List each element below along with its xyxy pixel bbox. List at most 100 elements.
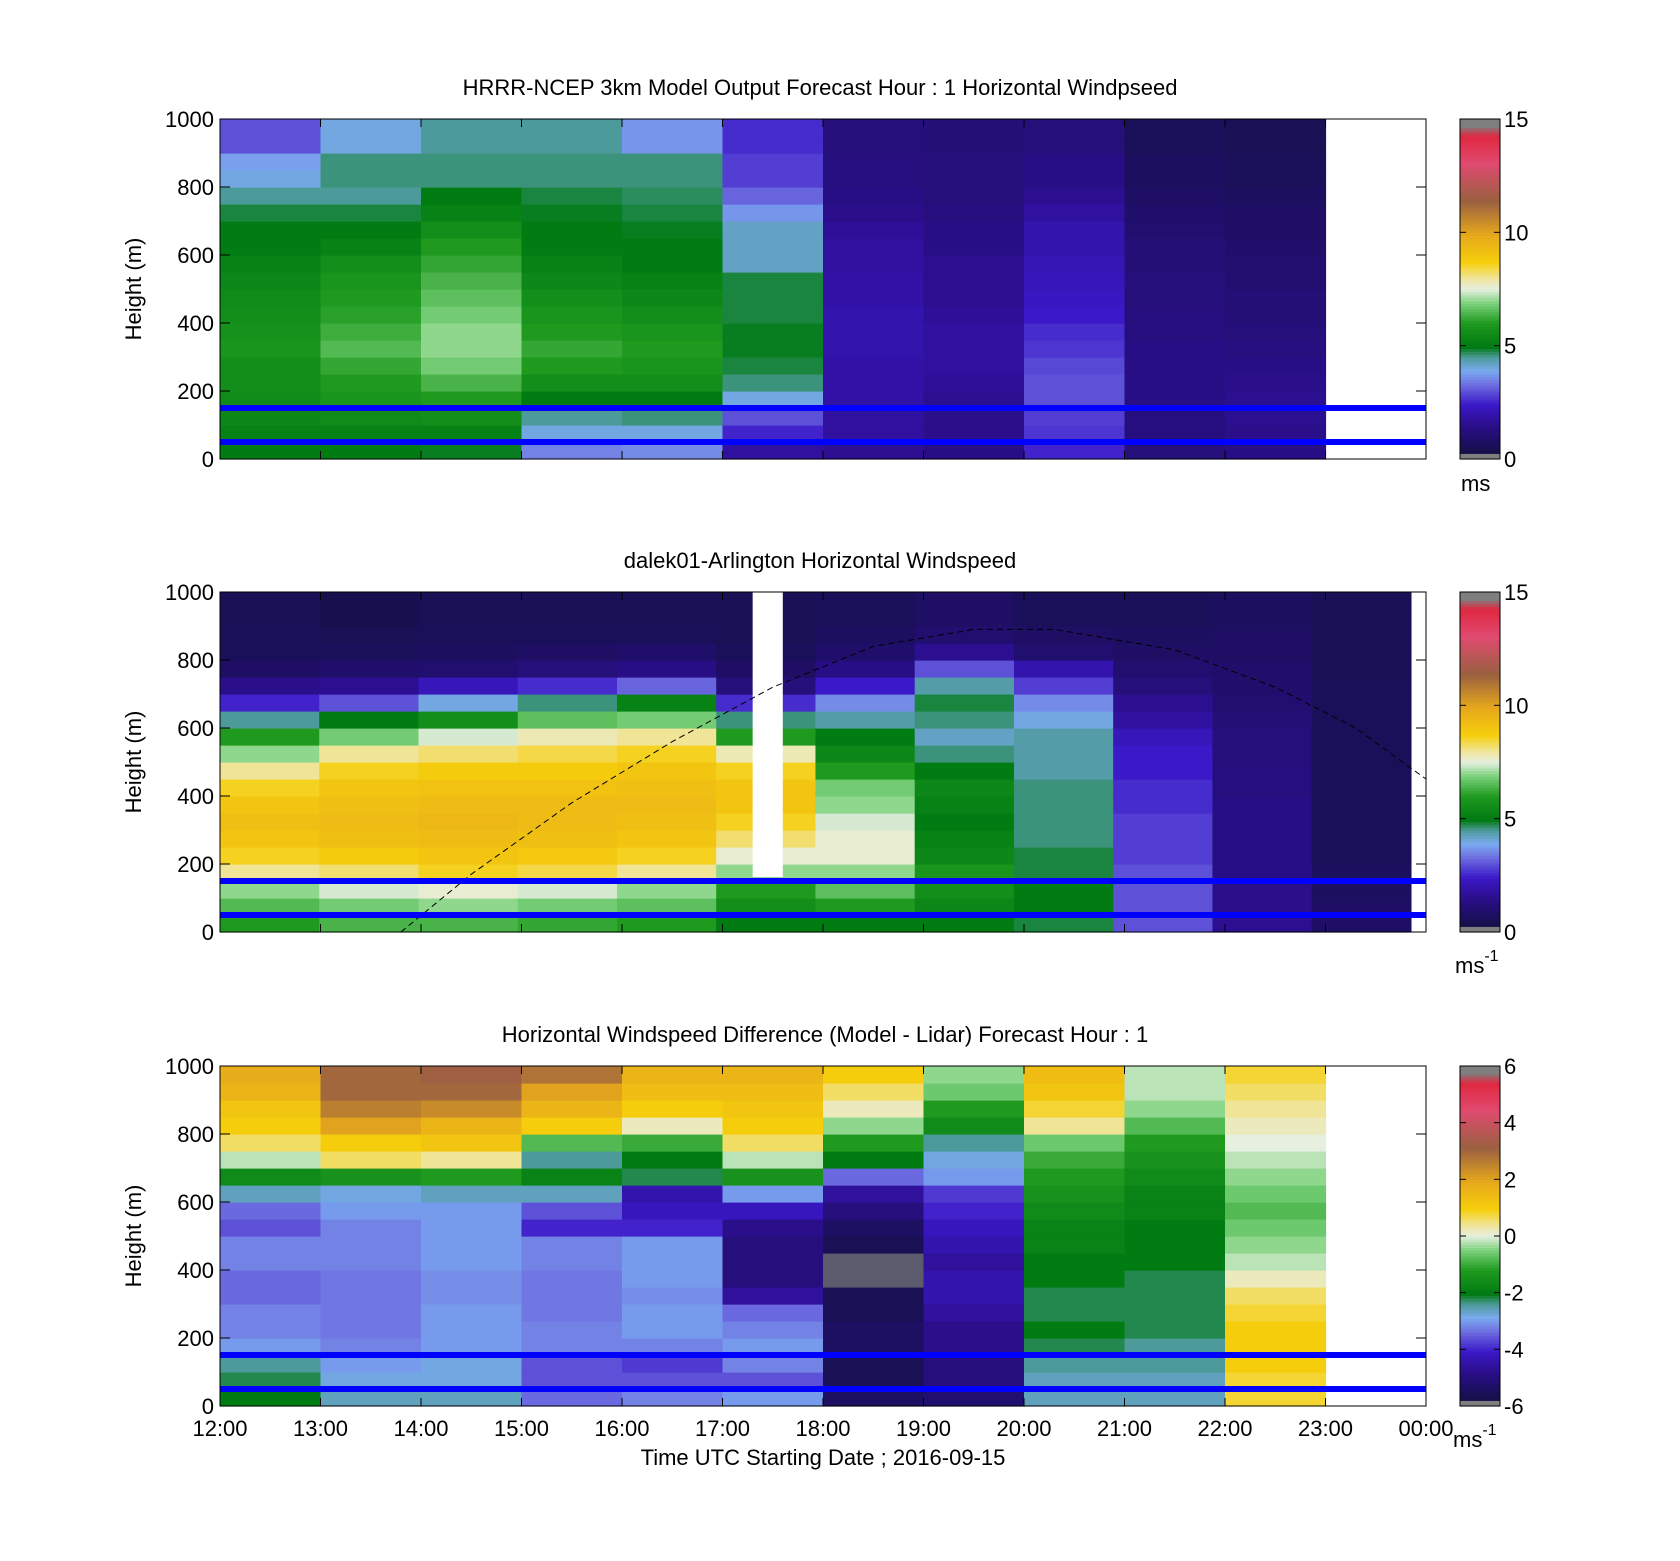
heatmap-cell — [320, 1202, 422, 1220]
colorbar-segment — [1460, 648, 1500, 653]
heatmap-cell — [319, 711, 420, 729]
heatmap-cell — [421, 1083, 523, 1101]
heatmap-cell — [521, 323, 623, 341]
heatmap-cell — [923, 1389, 1025, 1407]
heatmap-cell — [220, 1372, 322, 1390]
heatmap-cell — [1124, 1287, 1226, 1305]
heatmap-cell — [320, 1287, 422, 1305]
heatmap-cell — [1113, 609, 1214, 627]
heatmap-cell — [722, 340, 824, 358]
colorbar-segment — [1460, 1128, 1500, 1132]
colorbar-segment — [1460, 866, 1500, 871]
heatmap-cell — [418, 643, 519, 661]
heatmap-cell — [823, 1219, 925, 1237]
heatmap-cell — [1225, 1372, 1327, 1390]
colorbar-segment — [1460, 144, 1500, 148]
colorbar-segment — [1460, 201, 1500, 205]
heatmap-cell — [421, 1202, 523, 1220]
heatmap-cell — [823, 187, 925, 205]
heatmap-cell — [823, 1372, 925, 1390]
colorbar-segment — [1460, 272, 1500, 276]
colorbar-tick-label: -6 — [1504, 1394, 1524, 1419]
colorbar-segment — [1460, 872, 1500, 876]
time-tick-label: 22:00 — [1197, 1416, 1252, 1441]
colorbar-segment — [1460, 1102, 1500, 1107]
heatmap-cell — [320, 221, 422, 239]
heatmap-cell — [722, 1321, 824, 1339]
heatmap-cell — [914, 694, 1015, 712]
heatmap-cell — [1225, 1355, 1327, 1373]
heatmap-cell — [923, 374, 1025, 392]
heatmap-cell — [220, 1202, 322, 1220]
heatmap-cell — [220, 728, 320, 746]
heatmap-cell — [1124, 136, 1226, 154]
colorbar-segment — [1460, 1391, 1500, 1396]
heatmap-cell — [320, 391, 422, 409]
colorbar-segment — [1460, 1219, 1500, 1223]
colorbar-segment — [1460, 1298, 1500, 1302]
colorbar-segment — [1460, 592, 1500, 596]
heatmap-cell — [914, 643, 1015, 661]
panel-difference-x-ticks — [219, 1066, 1427, 1406]
panel-model-reference-lines — [220, 405, 1426, 445]
heatmap-cell — [1124, 1236, 1226, 1254]
heatmap-cell — [1013, 626, 1114, 644]
heatmap-cell — [421, 221, 523, 239]
heatmap-cell — [1113, 677, 1214, 695]
heatmap-cell — [722, 272, 824, 290]
colorbar-segment — [1460, 306, 1500, 310]
colorbar-segment — [1460, 830, 1500, 834]
colorbar-segment — [1460, 229, 1500, 233]
colorbar-segment — [1460, 257, 1500, 262]
heatmap-cell — [722, 1202, 824, 1220]
heatmap-cell — [914, 813, 1015, 831]
heatmap-cell — [914, 762, 1015, 780]
colorbar-segment — [1460, 779, 1500, 783]
time-tick-label: 19:00 — [896, 1416, 951, 1441]
heatmap-cell — [418, 762, 519, 780]
colorbar-segment — [1460, 368, 1500, 372]
heatmap-cell — [716, 898, 817, 916]
colorbar-segment — [1460, 1323, 1500, 1328]
colorbar-segment — [1460, 342, 1500, 347]
heatmap-cell — [1024, 1202, 1126, 1220]
heatmap-cell — [421, 255, 523, 273]
y-tick-label: 0 — [202, 1394, 214, 1419]
colorbar-segment — [1460, 266, 1500, 270]
heatmap-cell — [421, 340, 523, 358]
colorbar-tick-label: 5 — [1504, 807, 1516, 832]
heatmap-cell — [722, 289, 824, 307]
colorbar-segment — [1460, 651, 1500, 655]
heatmap-cell — [823, 221, 925, 239]
heatmap-cell — [521, 1355, 623, 1373]
heatmap-cell — [616, 626, 717, 644]
heatmap-cell — [319, 762, 420, 780]
heatmap-cell — [1124, 357, 1226, 375]
heatmap-cell — [722, 1270, 824, 1288]
heatmap-cell — [320, 1083, 422, 1101]
colorbar-segment — [1460, 594, 1500, 599]
colorbar-segment — [1460, 337, 1500, 341]
colorbar-segment — [1460, 167, 1500, 171]
colorbar-segment — [1460, 1377, 1500, 1382]
heatmap-cell — [923, 425, 1025, 443]
colorbar-segment — [1460, 801, 1500, 806]
colorbar-segment — [1460, 1204, 1500, 1209]
colorbar-segment — [1460, 283, 1500, 287]
heatmap-cell — [521, 1219, 623, 1237]
heatmap-cell — [220, 1270, 322, 1288]
heatmap-cell — [914, 728, 1015, 746]
heatmap-cell — [1013, 898, 1114, 916]
heatmap-cell — [1124, 1389, 1226, 1407]
heatmap-cell — [418, 660, 519, 678]
heatmap-cell — [815, 898, 916, 916]
panel-difference-colorbar: -6 -4 -2 0 2 4 6 — [1459, 1054, 1524, 1419]
data-gap — [752, 592, 783, 877]
heatmap-cell — [1124, 1202, 1226, 1220]
heatmap-cell — [220, 442, 322, 460]
heatmap-cell — [1124, 1083, 1226, 1101]
heatmap-cell — [517, 847, 618, 865]
heatmap-cell — [823, 374, 925, 392]
heatmap-cell — [722, 306, 824, 324]
y-tick-label: 200 — [177, 379, 214, 404]
